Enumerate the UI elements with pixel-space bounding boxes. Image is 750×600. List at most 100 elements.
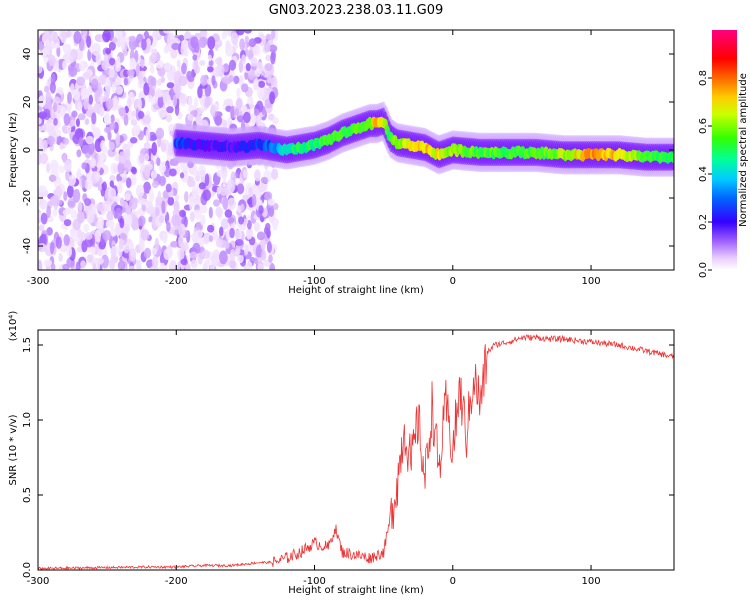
spectrogram-noise-cell: [134, 49, 139, 63]
spectrogram-noise-cell: [62, 60, 67, 70]
spectrogram-noise-cell: [236, 87, 241, 99]
spectrogram-noise-cell: [86, 254, 93, 263]
spectrogram-noise-cell: [148, 188, 155, 203]
spectrogram-noise-cell: [248, 38, 257, 48]
spectrogram-noise-cell: [159, 175, 166, 187]
spectrogram-noise-cell: [138, 215, 146, 227]
spectrogram-noise-cell: [195, 229, 203, 239]
spectrogram-noise-cell: [202, 189, 212, 201]
spectrogram-noise-cell: [163, 248, 172, 261]
spectrogram-noise-cell: [91, 42, 101, 56]
spectrogram-noise-cell: [247, 71, 255, 80]
spectrogram-noise-cell: [253, 221, 261, 232]
spectrogram-noise-cell: [38, 138, 44, 151]
spectrogram-noise-cell: [193, 97, 198, 111]
spectrogram-noise-cell: [97, 249, 103, 257]
spectrogram-noise-cell: [126, 69, 135, 76]
spectrogram-noise-cell: [70, 209, 77, 219]
spectrogram-noise-cell: [38, 243, 47, 253]
spectrogram-noise-cell: [108, 141, 115, 151]
y-tick-label: 0.0: [22, 562, 33, 578]
spectrogram-noise-cell: [250, 57, 258, 67]
y-tick-label: -20: [22, 190, 33, 206]
spectrogram-noise-cell: [143, 247, 152, 259]
spectrogram-noise-cell: [201, 249, 211, 259]
spectrogram-noise-cell: [271, 30, 276, 40]
spectrogram-noise-cell: [170, 241, 179, 248]
spectrogram-noise-cell: [125, 205, 132, 216]
x-tick-label: 0: [450, 276, 456, 287]
spectrogram-noise-cell: [62, 43, 72, 54]
spectrogram-x-ticks: -300 -200 -100 0 100: [27, 30, 601, 287]
spectrogram-noise-cell: [266, 241, 272, 253]
spectrogram-noise-cell: [172, 209, 179, 217]
spectrogram-noise-cell: [190, 259, 198, 269]
spectrogram-noise-cell: [78, 60, 87, 72]
x-tick-label: -100: [303, 576, 326, 587]
spectrogram-noise-cell: [117, 260, 126, 270]
spectrogram-noise-cell: [243, 243, 249, 256]
spectrogram-noise-cell: [188, 114, 194, 121]
spectrogram-noise-cell: [163, 45, 169, 54]
spectrogram-noise-cell: [119, 217, 125, 229]
spectrogram-noise-cell: [238, 216, 245, 225]
spectrogram-noise-cell: [169, 260, 177, 270]
spectrogram-noise-cell: [105, 220, 111, 228]
spectrogram-noise-cell: [204, 96, 211, 109]
spectrogram-noise-cell: [212, 229, 218, 241]
spectrogram-noise-cell: [145, 128, 151, 143]
spectrogram-noise-cell: [271, 168, 279, 180]
spectrogram-noise-cell: [66, 245, 73, 258]
spectrogram-noise-cell: [160, 142, 167, 153]
spectrogram-noise-cell: [141, 38, 147, 51]
spectrogram-noise-cell: [211, 75, 216, 86]
spectrogram-noise-cell: [128, 265, 135, 270]
spectrogram-noise-cell: [50, 263, 56, 270]
spectrogram-noise-cell: [177, 111, 183, 120]
spectrogram-noise-cell: [119, 197, 125, 206]
spectrogram-noise-cell: [179, 172, 185, 179]
spectrogram-noise-cell: [234, 248, 241, 255]
spectrogram-noise-cell: [270, 51, 276, 65]
spectrogram-noise-cell: [38, 111, 48, 120]
spectrogram-noise-cell: [62, 263, 70, 270]
spectrogram-noise-cell: [63, 234, 70, 246]
spectrogram-noise-cell: [95, 257, 104, 265]
spectrogram-noise-cell: [264, 62, 273, 72]
spectrogram-noise-cell: [92, 127, 101, 139]
spectrogram-noise-cell: [223, 30, 228, 38]
spectrogram-noise-cell: [196, 107, 205, 115]
spectrogram-noise-cell: [219, 226, 224, 237]
spectrogram-noise-cell: [175, 85, 180, 99]
spectrogram-noise-cell: [204, 173, 210, 187]
spectrogram-noise-cell: [242, 194, 249, 201]
spectrogram-noise-cell: [178, 224, 186, 237]
spectrogram-noise-cell: [53, 102, 58, 113]
spectrogram-noise-cell: [156, 157, 161, 167]
spectrogram-noise-cell: [108, 187, 117, 200]
spectrogram-noise-cell: [158, 163, 167, 174]
spectrogram-noise-cell: [129, 57, 137, 70]
spectrogram-noise-cell: [160, 110, 168, 117]
spectrogram-noise-cell: [156, 90, 164, 98]
spectrogram-noise-cell: [132, 197, 139, 205]
spectrogram-noise-cell: [198, 36, 207, 49]
spectrogram-noise-cell: [244, 35, 249, 43]
spectrogram-noise-cell: [188, 196, 194, 211]
spectrogram-noise-cell: [45, 91, 52, 103]
spectrogram-noise-cell: [38, 259, 43, 270]
spectrogram-noise-cell: [242, 169, 248, 179]
spectrogram-noise-cell: [106, 210, 114, 223]
spectrogram-noise-cell: [243, 30, 252, 34]
spectrogram-noise-cell: [198, 182, 206, 190]
spectrogram-noise-cell: [90, 157, 96, 169]
spectrogram-noise-cell: [151, 255, 159, 269]
y-tick-label: 0: [22, 147, 33, 153]
spectrogram-noise-cell: [247, 49, 254, 61]
spectrogram-x-axis-label: Height of straight line (km): [288, 285, 424, 296]
spectrogram-noise-cell: [266, 74, 272, 84]
spectrogram-noise-cell: [240, 203, 245, 212]
spectrogram-noise-cell: [100, 140, 106, 151]
spectrogram-noise-cell: [103, 127, 112, 134]
spectrogram-noise-cell: [166, 106, 174, 114]
